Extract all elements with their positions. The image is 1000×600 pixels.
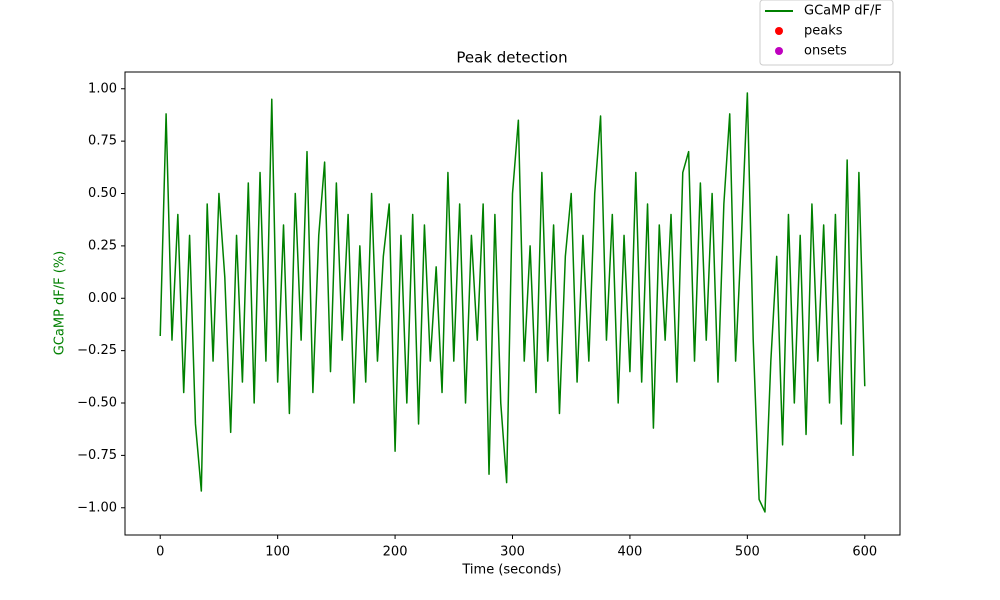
plot-frame bbox=[124, 71, 901, 536]
y-tick-label: 0.75 bbox=[88, 134, 117, 149]
y-tick-label: 0.00 bbox=[88, 291, 117, 306]
x-tick-label: 0 bbox=[156, 545, 164, 560]
x-tick-label: 600 bbox=[852, 545, 877, 560]
y-axis-label: GCaMP dF/F (%) bbox=[53, 251, 68, 356]
y-tick-label: 0.50 bbox=[88, 186, 117, 201]
legend-swatch bbox=[775, 47, 783, 55]
x-tick-label: 200 bbox=[383, 545, 408, 560]
y-tick-label: −0.75 bbox=[77, 448, 117, 463]
y-tick-label: 1.00 bbox=[88, 81, 117, 96]
legend-label: GCaMP dF/F bbox=[804, 4, 882, 19]
legend-swatch bbox=[775, 27, 783, 35]
legend-label: onsets bbox=[804, 44, 847, 59]
legend-box bbox=[759, 0, 894, 66]
y-tick-label: −1.00 bbox=[77, 500, 117, 515]
x-tick-label: 300 bbox=[500, 545, 525, 560]
y-tick-label: −0.50 bbox=[77, 396, 117, 411]
data-line bbox=[159, 92, 866, 513]
x-tick-label: 100 bbox=[265, 545, 290, 560]
y-tick-label: 0.25 bbox=[88, 238, 117, 253]
x-axis-label: Time (seconds) bbox=[461, 563, 561, 578]
y-tick-label: −0.25 bbox=[77, 343, 117, 358]
x-tick-label: 400 bbox=[618, 545, 643, 560]
x-tick-label: 500 bbox=[735, 545, 760, 560]
legend-label: peaks bbox=[804, 24, 843, 39]
chart-title: Peak detection bbox=[456, 49, 567, 67]
